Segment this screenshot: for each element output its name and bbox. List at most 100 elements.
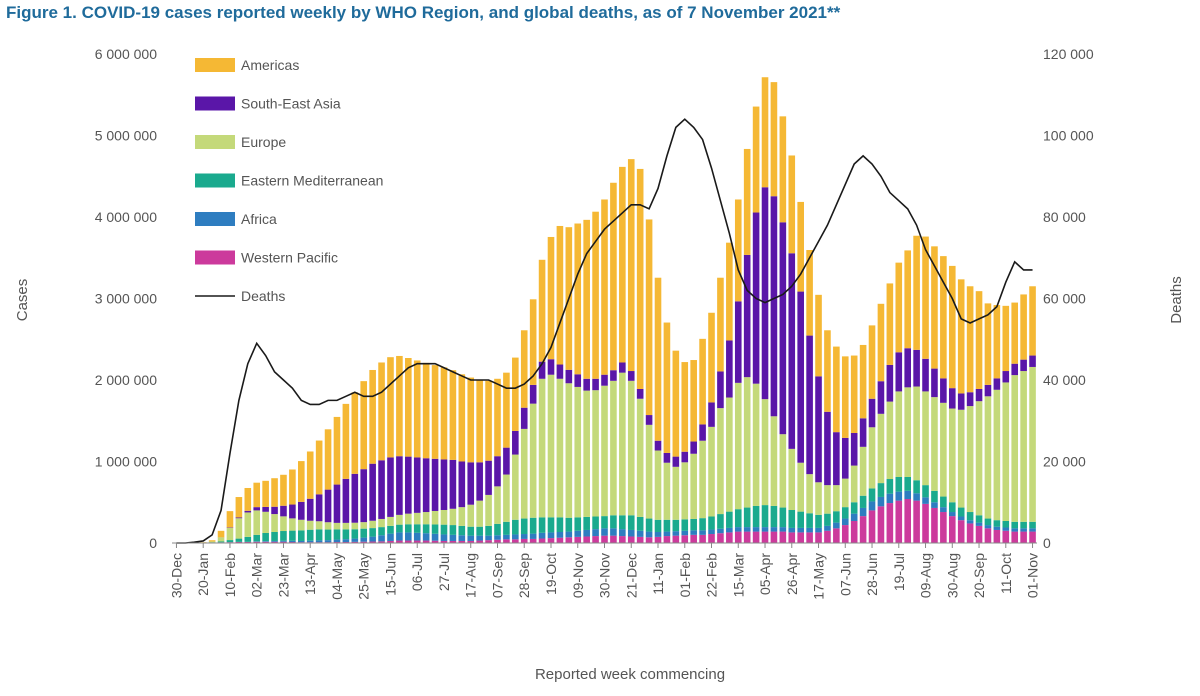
bar-south-east-asia xyxy=(895,352,903,392)
bar-south-east-asia xyxy=(431,458,439,511)
bar-africa xyxy=(1011,528,1019,532)
bar-americas xyxy=(743,148,751,255)
bar-europe xyxy=(351,522,359,530)
bar-eastern-mediterranean xyxy=(538,517,546,533)
bar-americas xyxy=(940,256,947,379)
bar-eastern-mediterranean xyxy=(779,507,787,528)
bar-americas xyxy=(387,357,394,458)
legend: Americas South-East Asia Europe Eastern Med… xyxy=(195,57,383,304)
bar-eastern-mediterranean xyxy=(948,502,956,513)
bar-africa xyxy=(538,532,546,539)
bar-south-east-asia xyxy=(271,506,278,515)
bar-western-pacific xyxy=(574,536,582,543)
bar-western-pacific xyxy=(583,536,590,543)
bar-eastern-mediterranean xyxy=(877,483,885,497)
bar-africa xyxy=(743,527,751,532)
bar-africa xyxy=(289,540,296,543)
bar-western-pacific xyxy=(681,535,689,543)
bar-africa xyxy=(654,532,662,537)
bar-europe xyxy=(922,391,929,486)
x-tick-label: 01-Feb xyxy=(677,553,693,598)
bar-africa xyxy=(922,497,929,504)
bar-south-east-asia xyxy=(868,398,876,428)
bar-europe xyxy=(529,403,537,518)
legend-swatch-americas xyxy=(195,58,235,72)
bar-americas xyxy=(797,201,804,292)
bar-eastern-mediterranean xyxy=(262,532,269,542)
bar-africa xyxy=(886,493,894,504)
bar-eastern-mediterranean xyxy=(422,524,430,534)
bar-south-east-asia xyxy=(405,456,412,514)
bar-western-pacific xyxy=(743,531,751,543)
bar-americas xyxy=(663,322,671,453)
bar-americas xyxy=(512,357,519,431)
bar-europe xyxy=(405,513,412,525)
bar-eastern-mediterranean xyxy=(975,515,983,523)
bar-africa xyxy=(690,530,697,535)
bar-western-pacific xyxy=(984,528,992,543)
bar-western-pacific xyxy=(708,534,715,543)
x-tick-label: 27-Jul xyxy=(436,553,452,591)
bar-western-pacific xyxy=(360,541,368,543)
bar-south-east-asia xyxy=(324,489,332,523)
bar-western-pacific xyxy=(405,540,412,543)
bar-africa xyxy=(1002,527,1010,531)
bar-americas xyxy=(253,482,261,508)
bar-south-east-asia xyxy=(904,348,911,388)
bar-europe xyxy=(574,386,582,518)
bar-south-east-asia xyxy=(565,369,573,384)
bar-americas xyxy=(1020,294,1027,360)
bar-western-pacific xyxy=(378,541,385,543)
bar-africa xyxy=(512,534,519,540)
bar-eastern-mediterranean xyxy=(217,541,225,543)
bar-eastern-mediterranean xyxy=(396,524,403,533)
bar-europe xyxy=(280,516,287,532)
x-tick-label: 15-Mar xyxy=(730,553,746,598)
bar-americas xyxy=(547,236,555,360)
bar-western-pacific xyxy=(913,500,920,543)
legend-label-deaths: Deaths xyxy=(241,288,285,304)
bar-europe xyxy=(217,537,225,542)
bar-south-east-asia xyxy=(440,459,448,510)
bar-americas xyxy=(859,344,867,419)
bar-africa xyxy=(779,527,787,532)
bar-western-pacific xyxy=(993,529,1001,543)
bar-eastern-mediterranean xyxy=(824,513,831,526)
x-tick-label: 19-Jul xyxy=(891,553,907,591)
bar-europe xyxy=(289,518,296,531)
bar-africa xyxy=(877,496,885,507)
bar-eastern-mediterranean xyxy=(895,476,903,492)
bar-americas xyxy=(681,362,689,452)
bar-americas xyxy=(948,265,956,389)
bar-europe xyxy=(654,450,662,520)
bar-eastern-mediterranean xyxy=(405,524,412,533)
bar-africa xyxy=(306,540,314,543)
bar-americas xyxy=(226,511,234,528)
bar-western-pacific xyxy=(476,540,483,543)
bar-eastern-mediterranean xyxy=(298,530,305,541)
bar-americas xyxy=(850,355,858,433)
x-tick-label: 26-Apr xyxy=(784,553,800,595)
bar-south-east-asia xyxy=(253,507,261,511)
x-tick-label: 13-Apr xyxy=(302,553,318,595)
bar-eastern-mediterranean xyxy=(699,518,706,531)
bar-eastern-mediterranean xyxy=(922,485,929,498)
bar-europe xyxy=(815,482,822,515)
bar-europe xyxy=(672,466,680,520)
bar-americas xyxy=(699,338,706,425)
bar-africa xyxy=(467,535,475,541)
bar-africa xyxy=(431,533,439,541)
bar-europe xyxy=(619,372,626,516)
bar-americas xyxy=(734,199,742,302)
bar-americas xyxy=(208,540,216,542)
bar-western-pacific xyxy=(1020,531,1027,543)
bar-europe xyxy=(806,474,813,514)
bar-europe xyxy=(1020,371,1027,522)
bar-europe xyxy=(984,396,992,519)
bar-layer xyxy=(182,77,1036,543)
bar-south-east-asia xyxy=(458,461,466,508)
bar-western-pacific xyxy=(253,541,261,543)
bar-south-east-asia xyxy=(1020,359,1027,372)
bar-eastern-mediterranean xyxy=(503,521,510,535)
bar-africa xyxy=(948,512,956,517)
